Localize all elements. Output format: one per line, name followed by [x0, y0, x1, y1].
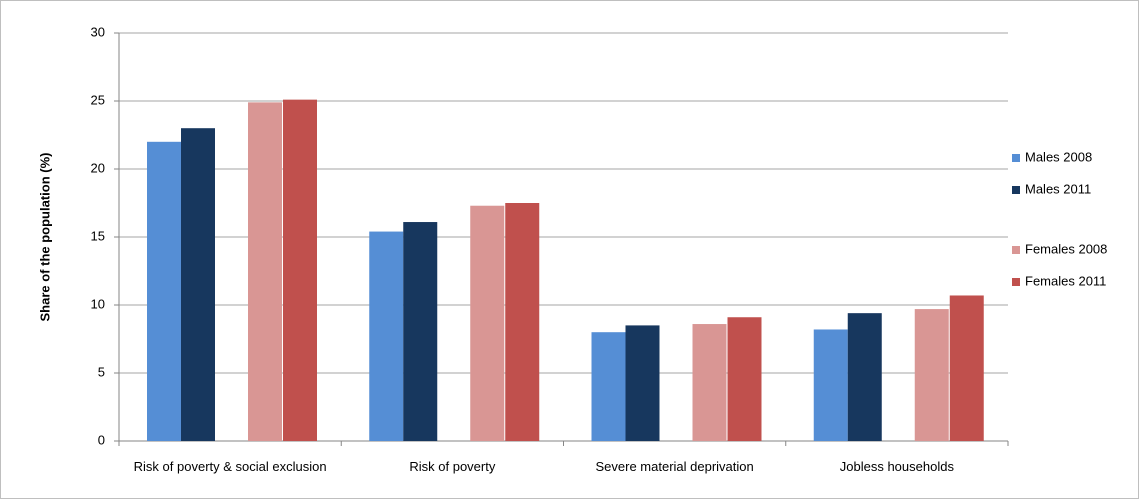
x-tick-label: Risk of poverty & social exclusion	[133, 459, 327, 474]
legend-label: Females 2011	[1025, 273, 1106, 288]
bar	[847, 313, 882, 441]
bar	[727, 317, 762, 441]
bar	[591, 332, 626, 441]
y-tick-label: 15	[91, 228, 105, 243]
bar	[369, 231, 404, 441]
legend-label: Females 2008	[1025, 241, 1107, 256]
y-tick-label: 20	[91, 160, 105, 175]
bar	[147, 141, 181, 442]
y-tick-label: 10	[91, 296, 105, 311]
bar	[949, 295, 984, 441]
legend-label: Males 2011	[1025, 181, 1091, 196]
bar	[505, 203, 540, 441]
legend-swatch	[1012, 278, 1020, 286]
bar	[813, 329, 848, 441]
y-tick-label: 0	[98, 432, 105, 447]
legend-swatch	[1012, 246, 1020, 254]
x-tick-label: Severe material deprivation	[595, 459, 754, 474]
y-tick-label: 25	[91, 92, 105, 107]
legend-swatch	[1012, 186, 1020, 194]
bar	[692, 324, 727, 441]
bar	[283, 99, 317, 441]
bar	[403, 222, 438, 441]
bar	[248, 102, 282, 442]
y-tick-label: 5	[98, 364, 105, 379]
bar	[470, 205, 505, 441]
legend-swatch	[1012, 154, 1020, 162]
y-tick-label: 30	[91, 24, 105, 39]
bar	[914, 309, 949, 441]
bar	[181, 128, 215, 441]
bar	[625, 325, 660, 441]
x-tick-label: Risk of poverty	[409, 459, 496, 474]
y-axis-title: Share of the population (%)	[37, 153, 52, 322]
x-tick-label: Jobless households	[839, 459, 954, 474]
legend-label: Males 2008	[1025, 149, 1092, 164]
